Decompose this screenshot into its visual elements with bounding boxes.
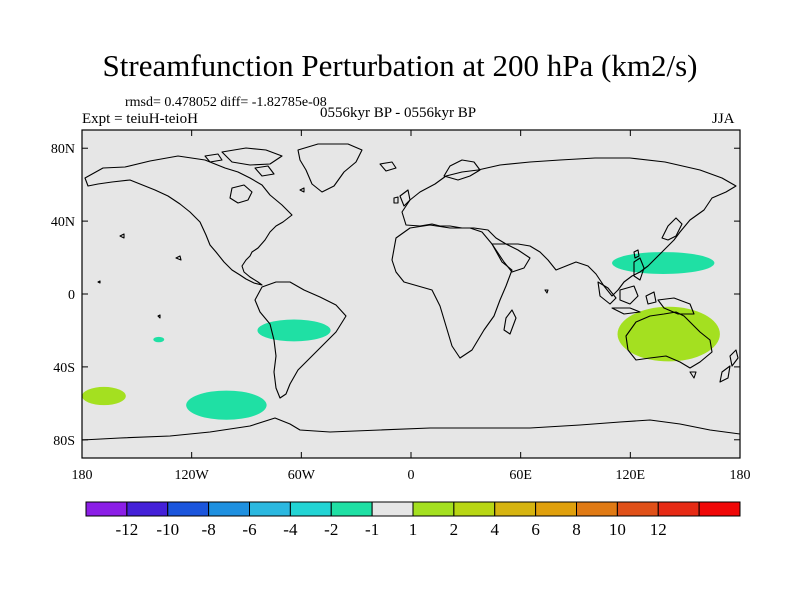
coastline-new-guinea: [657, 297, 695, 315]
x-tick-label: 0: [408, 468, 415, 483]
coastline-australia: [625, 311, 713, 369]
colorbar-swatch: [126, 501, 169, 517]
colorbar-label: -12: [116, 520, 139, 539]
anomaly-southwest-pacific: [82, 386, 126, 406]
x-tick-label: 180: [730, 468, 751, 483]
anomaly-south-america: [257, 319, 331, 342]
map-background: [82, 130, 740, 458]
colorbar-label: -6: [242, 520, 256, 539]
anomaly-australia: [617, 306, 720, 362]
coastline-indonesia: [597, 281, 657, 315]
coastline-taiwan: [633, 249, 640, 259]
colorbar-label: -8: [202, 520, 216, 539]
colorbar-swatch: [616, 501, 659, 517]
colorbar-swatch: [412, 501, 455, 517]
colorbar-swatch: [289, 501, 332, 517]
colorbar-swatch: [85, 501, 128, 517]
colorbar-label: -10: [156, 520, 179, 539]
colorbar-swatch: [576, 501, 618, 517]
coastline-greenland: [297, 143, 363, 193]
coastline-africa: [391, 224, 513, 359]
coastline-philippines: [633, 257, 645, 281]
x-tick-label: 120W: [175, 468, 210, 483]
coastline-eurasia: [401, 157, 737, 297]
coastline-south-america: [254, 281, 347, 399]
coastline-britain: [393, 189, 411, 207]
colorbar-label: 6: [531, 520, 540, 539]
axis-layer: 180 120W 60W 0 60E 120E 180 80N 40N 0 40S 80S: [51, 130, 751, 483]
colorbar-swatch: [167, 501, 210, 517]
colorbar-swatch: [494, 501, 537, 517]
colorbar-swatch: [657, 501, 700, 517]
experiment-label: Expt = teiuH-teioH: [82, 111, 198, 127]
y-tick-label: 80S: [53, 434, 75, 449]
coastline-new-zealand: [719, 349, 739, 383]
coastline-north-america: [84, 155, 293, 286]
coastline-small-islands: [97, 187, 549, 319]
x-tick-label: 60E: [509, 468, 532, 483]
colorbar-swatch: [371, 501, 414, 517]
y-tick-label: 40S: [53, 361, 75, 376]
x-tick-label: 60W: [288, 468, 316, 483]
coastline-hudson-bay: [229, 184, 253, 204]
x-tick-label: 180: [72, 468, 93, 483]
coastline-japan: [661, 217, 683, 241]
coastline-madagascar: [503, 309, 517, 335]
coastlines: [82, 143, 740, 441]
colorbar-label: -1: [365, 520, 379, 539]
colorbar-label: 4: [491, 520, 500, 539]
colorbar-swatch: [208, 501, 250, 517]
colorbar-swatch: [249, 501, 291, 517]
coastline-iceland: [379, 161, 397, 172]
anomaly-layer: [82, 252, 720, 420]
colorbar-label: 12: [650, 520, 667, 539]
coastline-arctic-islands: [204, 147, 283, 177]
season-label: JJA: [712, 111, 735, 127]
colorbar: -12 -10 -8 -6 -4 -2 -1 1 2 4 6 8 10 12: [85, 501, 741, 539]
colorbar-label: -4: [283, 520, 298, 539]
anomaly-central-pacific-small: [153, 336, 165, 343]
x-tick-label: 120E: [616, 468, 646, 483]
coastline-antarctica: [82, 417, 740, 441]
stats-text: rmsd= 0.478052 diff= -1.82785e-08: [125, 95, 327, 110]
colorbar-swatch: [535, 501, 577, 517]
coastline-arabia: [491, 243, 531, 273]
colorbar-label: 10: [609, 520, 626, 539]
y-tick-label: 40N: [51, 215, 75, 230]
y-tick-label: 0: [68, 288, 75, 303]
anomaly-south-pacific: [186, 390, 267, 420]
colorbar-label: 1: [409, 520, 418, 539]
anomaly-west-pacific-north: [612, 252, 715, 274]
colorbar-label: -2: [324, 520, 338, 539]
colorbar-swatch: [330, 501, 373, 517]
period-label: 0556kyr BP - 0556kyr BP: [320, 105, 477, 121]
colorbar-swatch: [698, 501, 741, 517]
coastline-scandinavia: [443, 159, 481, 181]
plot-title: Streamfunction Perturbation at 200 hPa (…: [102, 48, 698, 83]
colorbar-swatch: [453, 501, 496, 517]
colorbar-label: 2: [450, 520, 459, 539]
colorbar-label: 8: [572, 520, 581, 539]
y-tick-label: 80N: [51, 142, 75, 157]
coastline-tasmania: [689, 371, 697, 379]
